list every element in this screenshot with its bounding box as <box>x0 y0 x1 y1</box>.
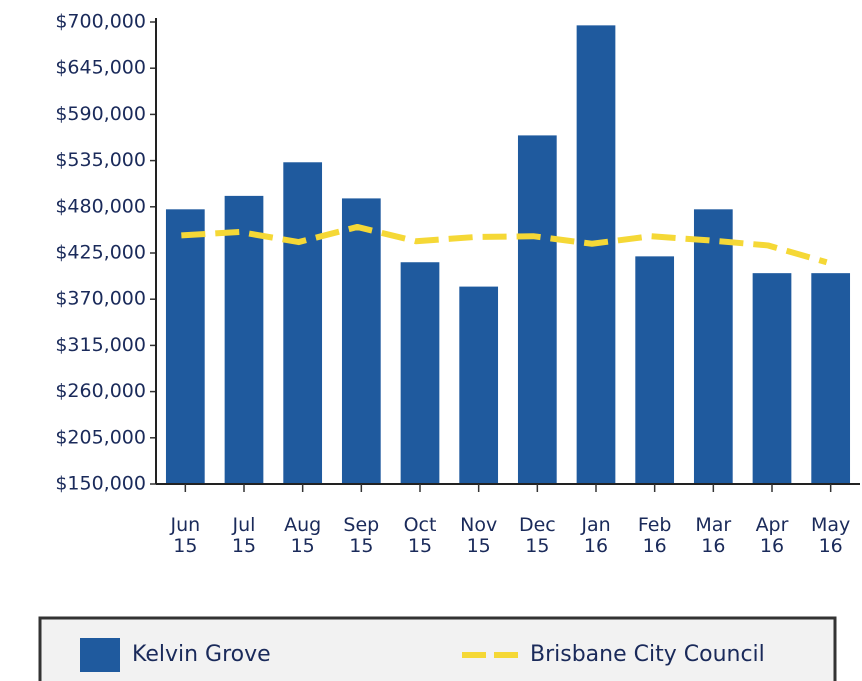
x-tick-label: Mar 16 <box>695 514 732 557</box>
bar <box>459 286 499 484</box>
y-tick-label: $370,000 <box>55 288 146 310</box>
legend-box <box>38 616 837 681</box>
x-tick-label: May 16 <box>811 514 851 557</box>
y-tick-label: $700,000 <box>55 11 146 33</box>
y-tick-label: $260,000 <box>55 380 146 402</box>
x-tick-label: Dec 15 <box>518 514 556 557</box>
line <box>181 223 828 266</box>
x-tick-label: Oct 15 <box>403 514 437 557</box>
bar <box>165 209 205 484</box>
bar <box>811 273 851 484</box>
bar <box>693 209 733 484</box>
x-tick-label: Aug 15 <box>284 514 322 557</box>
bar <box>517 135 557 484</box>
y-tick-label: $315,000 <box>55 334 146 356</box>
y-tick-label: $425,000 <box>55 242 146 264</box>
legend-label: Kelvin Grove <box>132 642 271 667</box>
y-tick-label: $590,000 <box>55 103 146 125</box>
legend-label: Brisbane City Council <box>530 642 765 667</box>
bar <box>400 262 440 484</box>
x-tick-label: Sep 15 <box>343 514 380 557</box>
bar <box>752 273 792 484</box>
bar <box>341 198 381 484</box>
y-tick-label: $645,000 <box>55 57 146 79</box>
y-tick-label: $150,000 <box>55 473 146 495</box>
legend-swatch <box>80 638 120 672</box>
x-tick-label: Feb 16 <box>637 514 672 557</box>
y-tick-label: $480,000 <box>55 195 146 217</box>
bar <box>576 25 616 485</box>
x-tick-label: Nov 15 <box>460 514 498 557</box>
x-tick-label: Jan 16 <box>581 514 611 557</box>
bar <box>635 256 675 484</box>
bar <box>224 195 264 484</box>
y-tick-label: $205,000 <box>55 426 146 448</box>
y-tick-label: $535,000 <box>55 149 146 171</box>
x-tick-label: Jun 15 <box>170 514 201 557</box>
x-tick-label: Jul 15 <box>231 514 257 557</box>
x-tick-label: Apr 16 <box>755 514 789 557</box>
bar <box>283 162 323 484</box>
